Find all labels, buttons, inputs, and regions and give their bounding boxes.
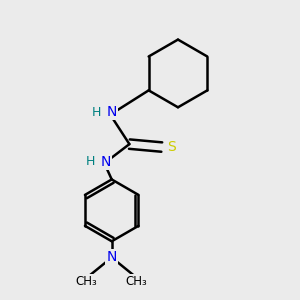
Text: CH₃: CH₃ <box>76 275 98 288</box>
Text: CH₃: CH₃ <box>126 275 148 288</box>
Text: N: N <box>106 105 117 119</box>
Text: H: H <box>92 106 101 119</box>
Text: N: N <box>106 250 117 265</box>
Text: H: H <box>85 155 95 168</box>
Text: N: N <box>100 155 111 169</box>
Text: S: S <box>167 140 176 154</box>
